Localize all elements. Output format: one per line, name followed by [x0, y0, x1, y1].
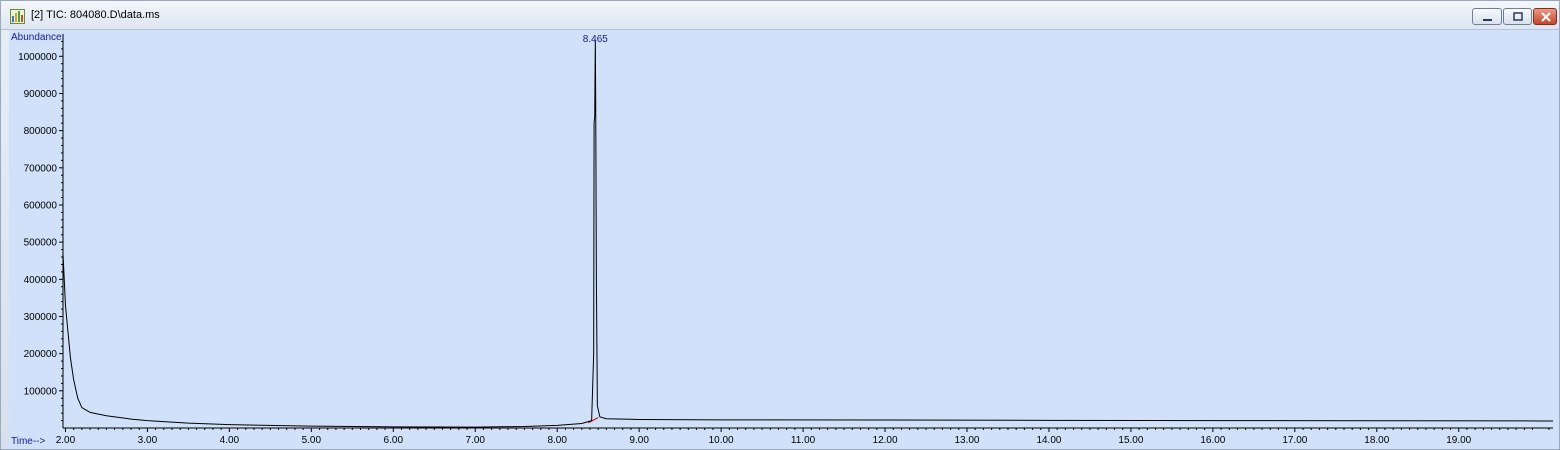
x-tick-label: 16.00: [1200, 435, 1225, 446]
y-tick-label: 700000: [24, 163, 58, 174]
x-tick-label: 3.00: [138, 435, 158, 446]
x-tick-label: 15.00: [1118, 435, 1143, 446]
x-tick-label: 11.00: [791, 435, 816, 446]
x-tick-label: 14.00: [1036, 435, 1061, 446]
x-tick-label: 19.00: [1446, 435, 1471, 446]
window-title: [2] TIC: 804080.D\data.ms: [31, 9, 160, 21]
maximize-icon: [1513, 12, 1523, 21]
y-ticks: 100000 200000 300000 400000 500000 600000 7000…: [18, 40, 63, 422]
x-tick-label: 18.00: [1364, 435, 1389, 446]
x-ticks: 2.00 3.00 4.00 5.00 6.00 7.00 8.00 9.00 10.00 11.…: [56, 428, 1550, 446]
plot-background: [9, 30, 1559, 449]
maximize-button[interactable]: [1503, 8, 1532, 25]
y-axis-label: Abundance: [11, 32, 62, 43]
title-bar[interactable]: [2] TIC: 804080.D\data.ms: [1, 1, 1559, 30]
x-tick-label: 9.00: [629, 435, 649, 446]
y-tick-label: 800000: [24, 126, 58, 137]
chromatogram-plot[interactable]: 100000 200000 300000 400000 500000 600000 7000…: [9, 30, 1559, 449]
y-tick-label: 400000: [24, 275, 58, 286]
x-tick-label: 7.00: [466, 435, 486, 446]
y-tick-label: 1000000: [18, 52, 57, 63]
x-tick-label: 8.00: [547, 435, 567, 446]
x-tick-label: 12.00: [873, 435, 898, 446]
tic-trace: [62, 39, 1553, 428]
peak-baseline: [588, 417, 599, 424]
y-tick-label: 100000: [24, 386, 58, 397]
y-tick-label: 300000: [24, 312, 58, 323]
x-tick-label: 13.00: [954, 435, 979, 446]
x-tick-label: 4.00: [220, 435, 240, 446]
x-tick-label: 6.00: [384, 435, 404, 446]
close-button[interactable]: [1533, 8, 1557, 25]
y-tick-label: 600000: [24, 200, 58, 211]
minimize-button[interactable]: [1472, 8, 1502, 25]
y-tick-label: 200000: [24, 349, 58, 360]
x-tick-label: 10.00: [709, 435, 734, 446]
x-tick-label: 2.00: [56, 435, 76, 446]
close-icon: [1541, 12, 1551, 22]
chromatogram-app-icon: [10, 9, 25, 24]
y-tick-label: 900000: [24, 89, 58, 100]
x-axis-label: Time-->: [11, 436, 46, 447]
x-tick-label: 17.00: [1282, 435, 1307, 446]
x-tick-label: 5.00: [302, 435, 322, 446]
y-tick-label: 500000: [24, 238, 58, 249]
peak-label: 8.465: [583, 34, 608, 45]
minimize-icon: [1483, 19, 1492, 21]
chart-area[interactable]: 100000 200000 300000 400000 500000 600000 7000…: [9, 30, 1559, 449]
